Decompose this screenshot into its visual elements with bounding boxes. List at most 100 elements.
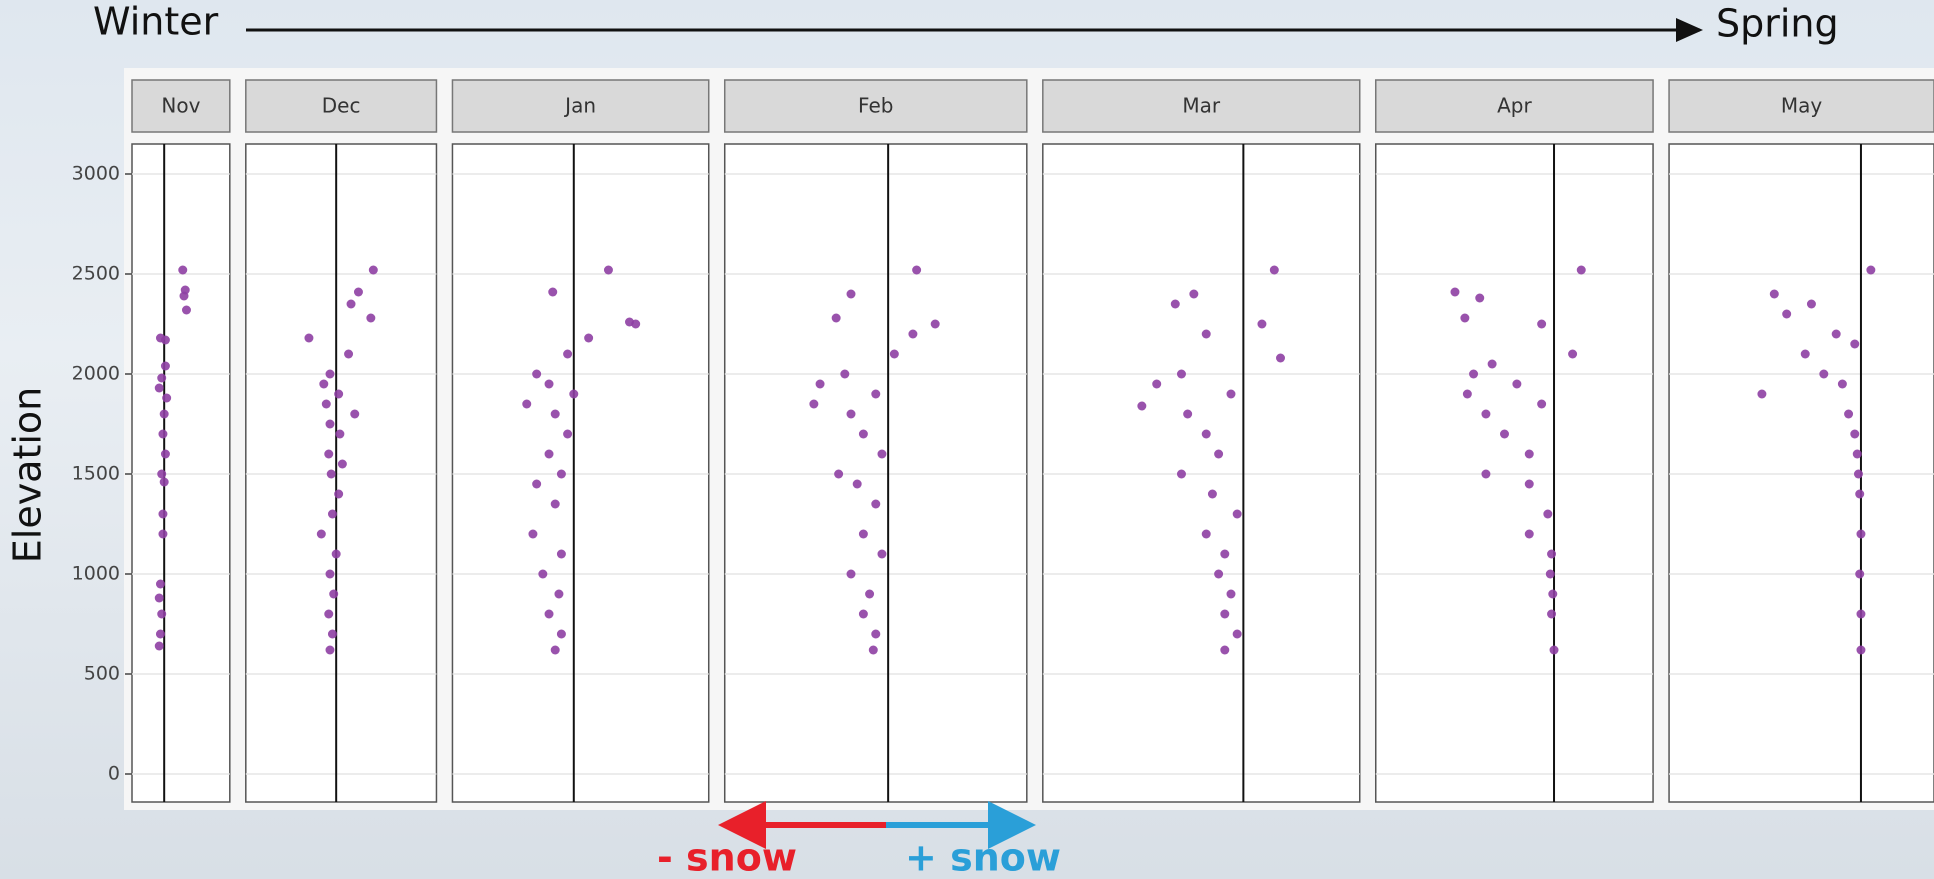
point	[157, 373, 167, 383]
point	[1201, 529, 1211, 539]
point	[563, 429, 573, 439]
point	[344, 349, 354, 359]
strip	[1374, 79, 1654, 133]
point	[556, 629, 566, 639]
strip	[245, 79, 438, 133]
point	[350, 409, 360, 419]
strip	[451, 79, 710, 133]
point	[1226, 589, 1236, 599]
facets: 0 500 1000 1500 2000 2500 3000 Nov Dec Jan Feb Mar A…	[72, 79, 1934, 803]
point	[319, 379, 329, 389]
point	[1276, 353, 1286, 363]
point	[159, 477, 169, 487]
point	[1856, 529, 1866, 539]
point	[1201, 329, 1211, 339]
pos-label: + snow	[905, 836, 1061, 879]
y-tick-label: 0	[108, 763, 120, 785]
point	[548, 287, 558, 297]
point	[603, 265, 613, 275]
point	[1207, 489, 1217, 499]
point	[868, 645, 878, 655]
point	[1269, 265, 1279, 275]
point	[159, 409, 169, 419]
point	[1547, 549, 1557, 559]
point	[1800, 349, 1810, 359]
point	[1819, 369, 1829, 379]
panel	[1042, 143, 1361, 803]
point	[631, 319, 641, 329]
point	[1852, 449, 1862, 459]
point	[544, 379, 554, 389]
point	[1545, 569, 1555, 579]
point	[158, 509, 168, 519]
point	[1855, 489, 1865, 499]
point	[1176, 369, 1186, 379]
point	[1866, 265, 1876, 275]
point	[353, 287, 363, 297]
point	[532, 369, 542, 379]
point	[858, 429, 868, 439]
point	[1487, 359, 1497, 369]
point	[1220, 645, 1230, 655]
point	[321, 399, 331, 409]
point	[158, 429, 168, 439]
point	[550, 645, 560, 655]
y-tick-label: 2500	[72, 263, 120, 285]
point	[1220, 549, 1230, 559]
panel	[245, 143, 438, 803]
point	[1853, 469, 1863, 479]
point	[1856, 645, 1866, 655]
point	[554, 589, 564, 599]
winter-label: Winter	[93, 0, 219, 44]
point	[1806, 299, 1816, 309]
point	[1568, 349, 1578, 359]
point	[871, 389, 881, 399]
point	[852, 479, 862, 489]
point	[346, 299, 356, 309]
point	[157, 609, 167, 619]
y-axis-label: Elevation	[6, 387, 50, 564]
point	[1481, 409, 1491, 419]
point	[1220, 609, 1230, 619]
point	[324, 449, 334, 459]
point	[1537, 399, 1547, 409]
strip	[723, 79, 1028, 133]
panel	[1374, 143, 1654, 803]
point	[326, 469, 336, 479]
point	[368, 265, 378, 275]
point	[1232, 629, 1242, 639]
point	[335, 429, 345, 439]
facet-label: Jan	[563, 94, 596, 118]
point	[550, 409, 560, 419]
point	[160, 449, 170, 459]
point	[329, 589, 339, 599]
point	[1257, 319, 1267, 329]
point	[1137, 401, 1147, 411]
point	[556, 469, 566, 479]
point	[865, 589, 875, 599]
point	[584, 333, 594, 343]
point	[871, 629, 881, 639]
y-tick-label: 2000	[72, 363, 120, 385]
point	[522, 399, 532, 409]
point	[1850, 339, 1860, 349]
point	[304, 333, 314, 343]
point	[1524, 449, 1534, 459]
point	[858, 609, 868, 619]
point	[181, 305, 191, 315]
panel	[451, 143, 710, 803]
facet-label: Nov	[161, 94, 200, 118]
point	[889, 349, 899, 359]
point	[366, 313, 376, 323]
point	[834, 469, 844, 479]
point	[325, 369, 335, 379]
point	[327, 629, 337, 639]
point	[930, 319, 940, 329]
point	[155, 579, 165, 589]
point	[840, 369, 850, 379]
point	[1537, 319, 1547, 329]
point	[1576, 265, 1586, 275]
point	[528, 529, 538, 539]
panel	[131, 143, 231, 803]
